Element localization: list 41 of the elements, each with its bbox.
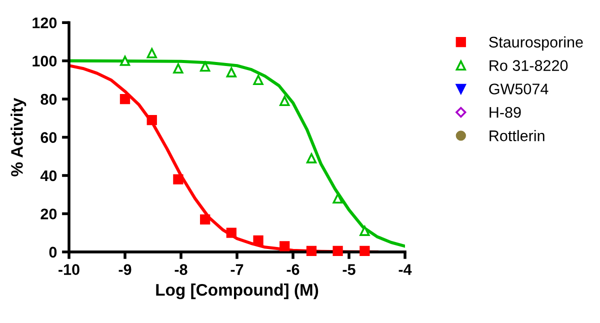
x-tick-label: -9 [118, 264, 132, 275]
point [173, 174, 184, 184]
x-tick-label: -4 [398, 264, 412, 275]
y-tick-label: 0 [49, 246, 57, 258]
point [253, 235, 264, 246]
point [200, 61, 210, 72]
point [253, 74, 264, 86]
x-tick-label: -6 [286, 264, 300, 275]
y-tick-label: 40 [40, 170, 57, 182]
x-tick-label: -10 [58, 264, 80, 275]
y-axis-title: % Activity [10, 98, 26, 176]
point [332, 193, 343, 204]
point [120, 56, 130, 66]
point [146, 48, 157, 58]
point [226, 67, 236, 78]
y-tick-label: 100 [32, 56, 57, 67]
point [306, 246, 317, 256]
legend-label: Ro 31-8220 [490, 60, 568, 71]
legend-label: Staurosporine [489, 36, 583, 51]
point [360, 246, 370, 256]
point [120, 94, 130, 104]
point [306, 153, 317, 164]
point [200, 214, 210, 225]
point [332, 246, 343, 256]
point [173, 63, 184, 74]
legend-label: GW5074 [489, 84, 548, 94]
legend-label: H-89 [490, 106, 521, 118]
x-tick-label: -7 [230, 264, 244, 275]
x-axis-title: Log [Compound] (M) [156, 284, 318, 300]
point [280, 241, 290, 252]
y-tick-label: 20 [40, 208, 57, 220]
x-tick-label: -5 [342, 264, 356, 275]
point [280, 96, 290, 106]
point [146, 115, 157, 126]
point [226, 228, 236, 238]
y-tick-label: 80 [40, 94, 57, 105]
y-tick-label: 60 [40, 132, 57, 143]
x-tick-label: -8 [174, 264, 188, 275]
y-tick-label: 120 [32, 17, 57, 28]
point [360, 226, 370, 236]
legend-label: Rottlerin [490, 130, 544, 142]
